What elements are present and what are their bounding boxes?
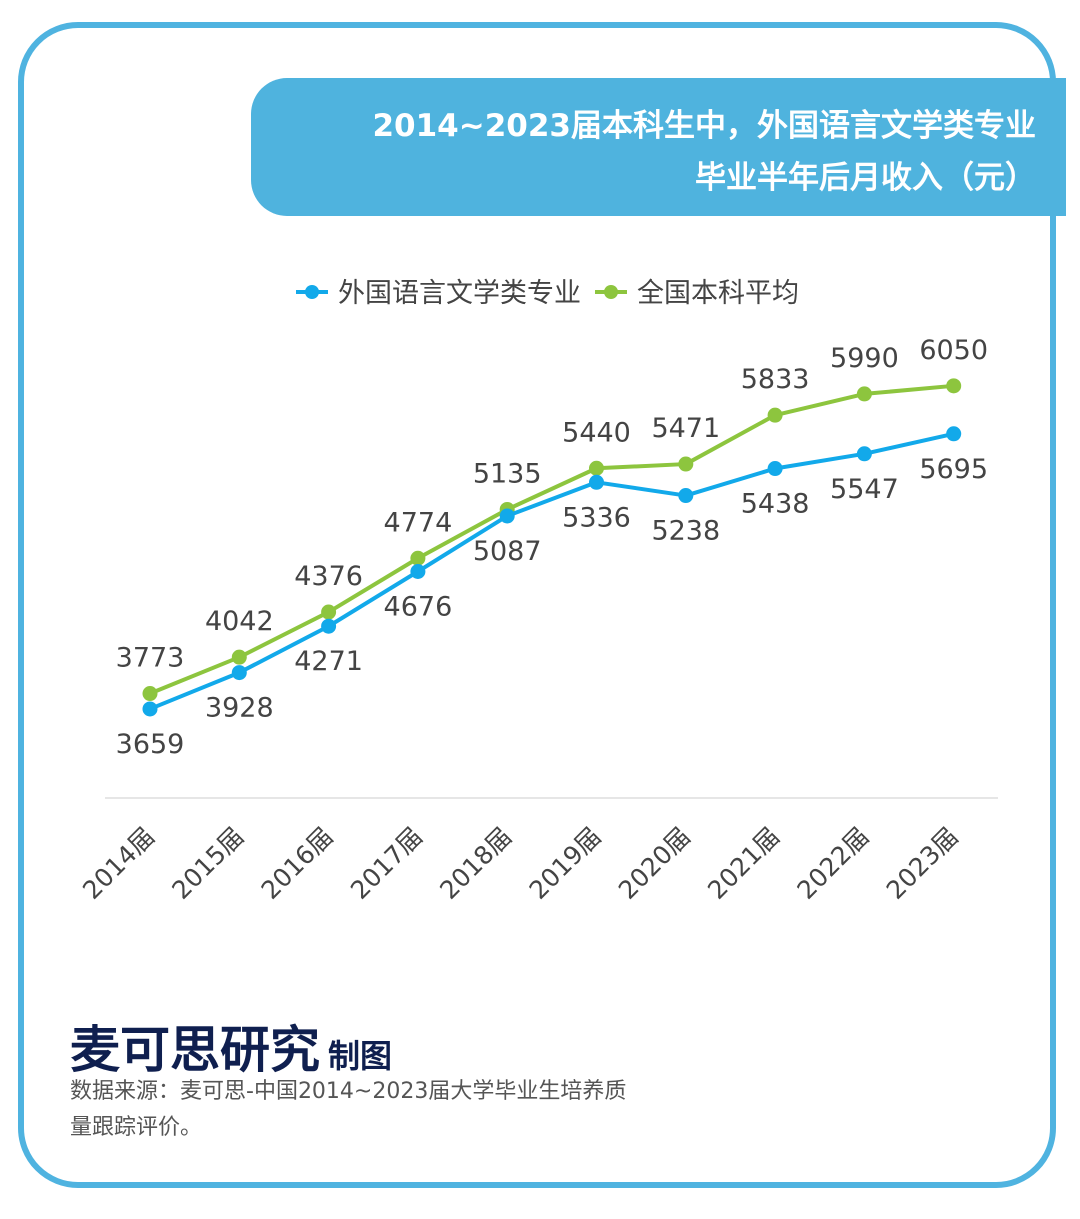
data-point	[589, 474, 604, 490]
data-point	[946, 378, 962, 394]
data-label: 5695	[919, 454, 988, 485]
data-label: 4271	[294, 646, 363, 677]
data-point	[231, 649, 247, 665]
data-point	[856, 446, 872, 462]
x-tick-label: 2023届	[881, 822, 964, 905]
brand: 麦可思研究 制图	[70, 1010, 392, 1082]
data-point	[321, 604, 337, 620]
data-label: 5438	[741, 489, 810, 520]
data-label: 4042	[205, 606, 274, 637]
data-label: 4676	[384, 592, 453, 623]
x-tick-label: 2019届	[524, 822, 607, 905]
data-point	[946, 426, 962, 442]
chart-title-banner: 2014~2023届本科生中，外国语言文学类专业 毕业半年后月收入（元）	[251, 78, 1066, 216]
data-point	[231, 665, 247, 681]
chart-title-line2: 毕业半年后月收入（元）	[695, 160, 1036, 196]
data-point	[499, 508, 515, 524]
data-label: 5238	[651, 516, 720, 547]
data-point	[856, 386, 872, 402]
data-label: 5990	[830, 343, 899, 374]
brand-name: 麦可思研究	[70, 1021, 320, 1079]
brand-sub: 制图	[328, 1037, 393, 1075]
legend-label-0: 外国语言文学类专业	[338, 278, 581, 309]
x-tick-label: 2020届	[613, 822, 696, 905]
data-label: 3928	[205, 693, 274, 724]
data-label: 4774	[384, 507, 453, 538]
data-label: 5471	[651, 413, 720, 444]
data-label: 5336	[562, 502, 631, 533]
legend-marker-0	[305, 285, 319, 299]
data-point	[678, 456, 694, 472]
x-tick-label: 2017届	[345, 822, 428, 905]
data-label: 4376	[294, 561, 363, 592]
x-tick-label: 2014届	[77, 822, 160, 905]
data-point	[410, 550, 426, 566]
data-point	[410, 564, 426, 580]
data-label: 5833	[741, 364, 810, 395]
data-label: 5135	[473, 458, 542, 489]
data-label: 6050	[919, 335, 988, 366]
data-point	[142, 686, 158, 702]
data-point	[589, 460, 604, 476]
series-line-1	[149, 383, 954, 696]
x-tick-label: 2016届	[256, 822, 339, 905]
legend-marker-1	[604, 285, 618, 299]
data-point	[767, 407, 783, 423]
data-label: 5087	[473, 536, 542, 567]
x-tick-label: 2018届	[434, 822, 517, 905]
data-source: 数据来源：麦可思-中国2014~2023届大学毕业生培养质量跟踪评价。	[70, 1079, 627, 1140]
data-point	[767, 461, 783, 477]
card-frame	[18, 22, 1056, 1188]
x-tick-label: 2015届	[166, 822, 249, 905]
data-label: 5547	[830, 474, 899, 505]
data-label: 3659	[116, 729, 185, 760]
data-label: 5440	[562, 417, 631, 448]
data-point	[678, 488, 694, 504]
series-line-0	[149, 431, 955, 711]
data-point	[142, 701, 158, 717]
x-tick-label: 2022届	[791, 822, 874, 905]
data-label: 3773	[116, 643, 185, 674]
chart-title-line1: 2014~2023届本科生中，外国语言文学类专业	[372, 108, 1036, 144]
legend-label-1: 全国本科平均	[637, 278, 799, 309]
x-tick-label: 2021届	[702, 822, 785, 905]
data-point	[321, 618, 337, 634]
